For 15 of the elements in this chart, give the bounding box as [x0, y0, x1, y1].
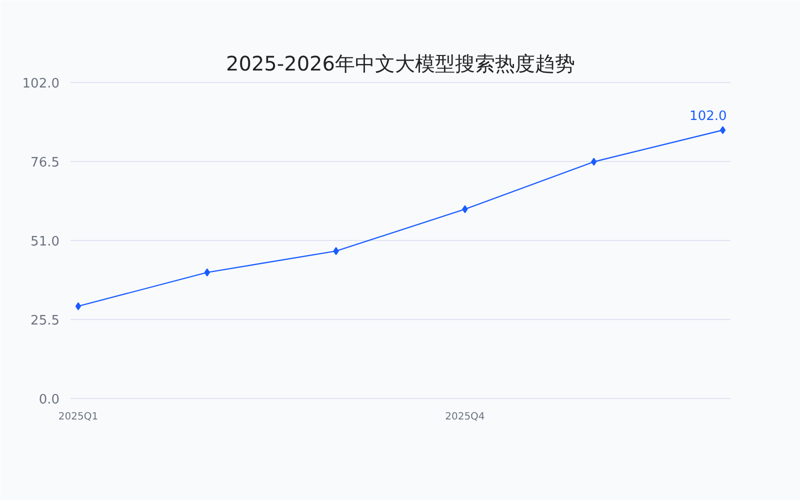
point — [75, 302, 82, 310]
annotation: 102.0 — [690, 109, 727, 124]
y-tick-label: 0.0 — [38, 392, 60, 408]
y-tick-label: 25.5 — [30, 314, 60, 329]
x-tick-label: 2025Q4 — [445, 412, 485, 422]
y-tick-label: 51.0 — [30, 234, 60, 250]
point — [720, 126, 726, 134]
point — [462, 205, 468, 214]
chart-title: 2025-2026年中文大模型搜索热度趋势 — [226, 52, 576, 76]
y-tick-label: 102.0 — [22, 76, 60, 92]
point — [591, 158, 597, 166]
x-tick-label: 2025Q1 — [58, 412, 98, 422]
point — [333, 247, 339, 256]
y-tick-label: 76.5 — [30, 155, 60, 170]
point — [204, 268, 210, 276]
